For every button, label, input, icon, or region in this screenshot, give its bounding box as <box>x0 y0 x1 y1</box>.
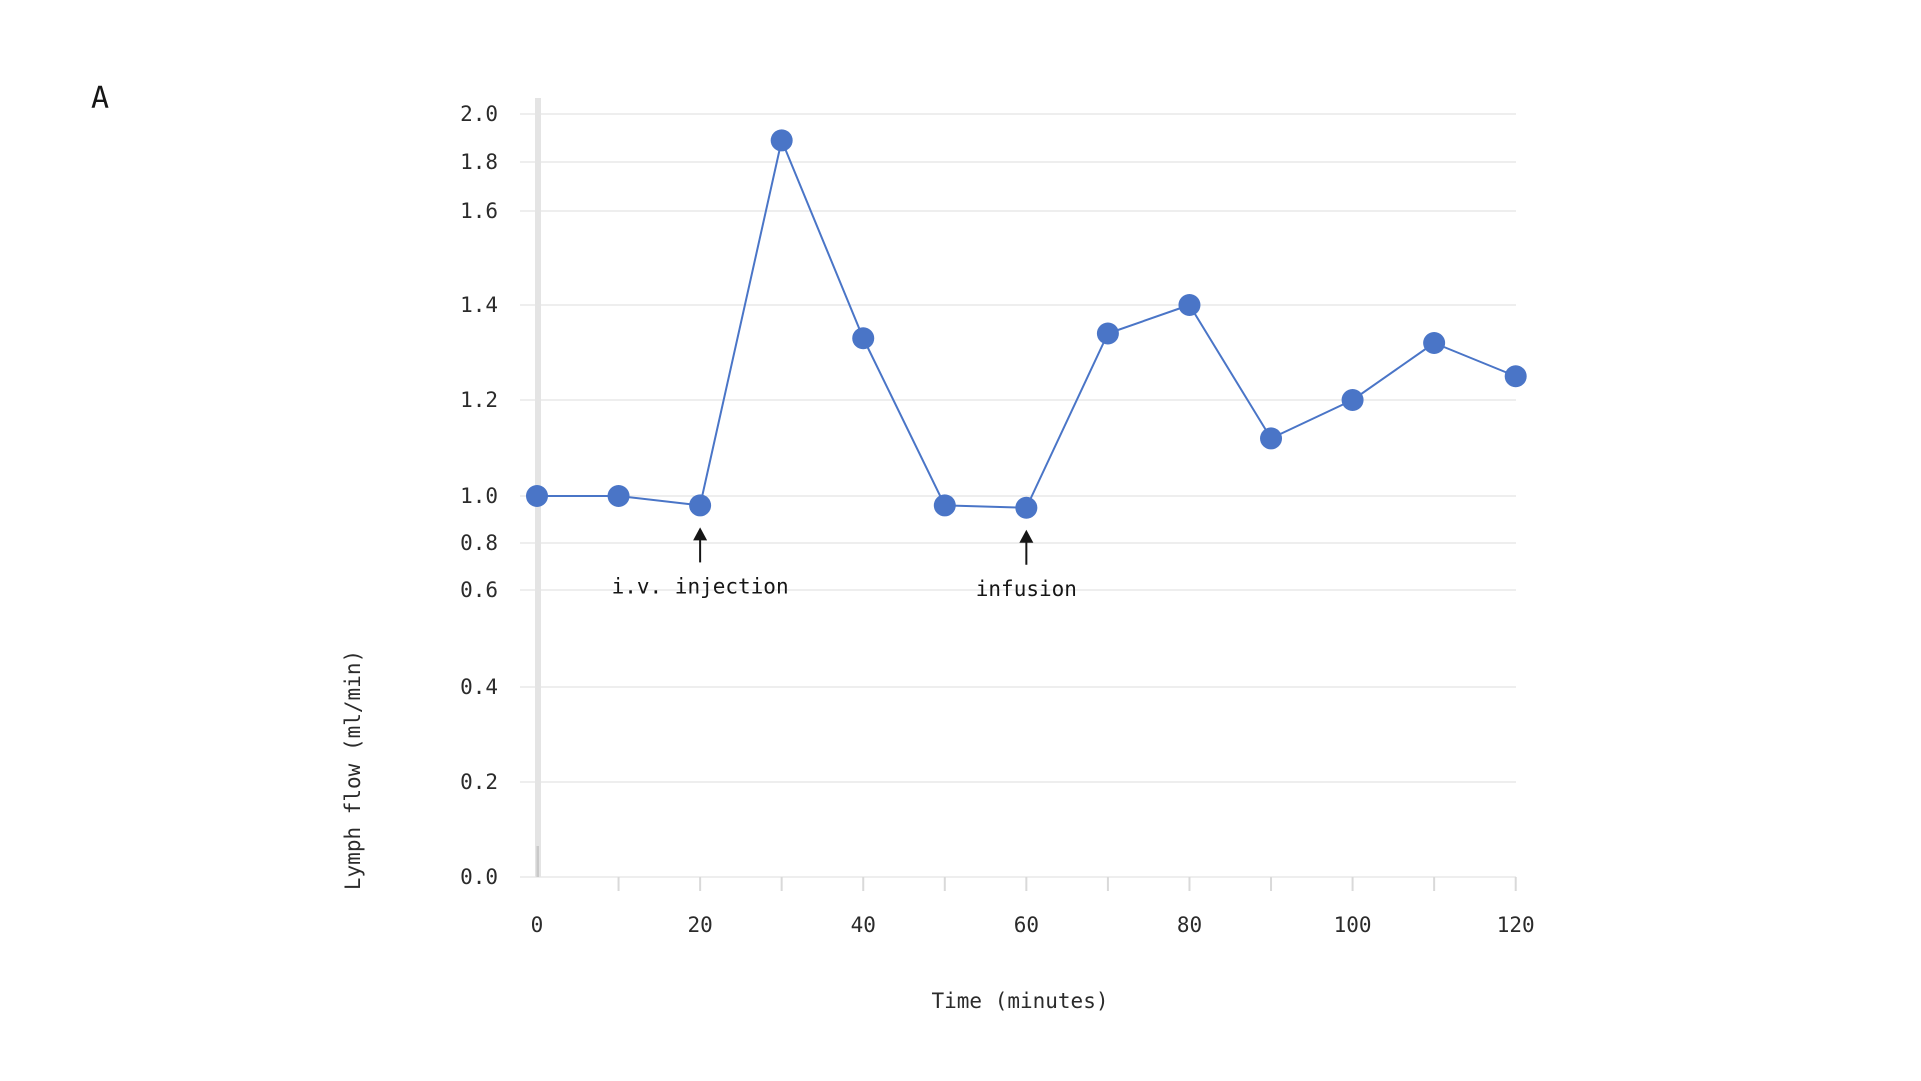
data-point <box>1341 389 1364 411</box>
series-layer <box>526 129 1527 519</box>
data-point <box>1096 322 1119 345</box>
x-tick-label: 40 <box>851 913 876 937</box>
data-point <box>607 485 630 507</box>
x-tick-label: 120 <box>1497 913 1535 937</box>
y-tick-label: 0.0 <box>460 865 498 889</box>
annotation-arrow-head <box>1019 529 1034 543</box>
data-point <box>1504 365 1527 388</box>
data-point <box>1260 427 1283 450</box>
y-tick-label: 1.8 <box>460 150 498 174</box>
data-point <box>1015 496 1038 519</box>
data-point <box>770 129 793 152</box>
y-tick-label: 1.0 <box>460 484 498 508</box>
tick-label-layer: 0.0 0.2 0.4 0.6 0.8 1.0 1.2 1.4 1.6 1.8 2.0 0 20 40 60… <box>460 102 1535 937</box>
x-axis-title: Time (minutes) <box>931 989 1108 1013</box>
y-tick-label: 2.0 <box>460 102 498 126</box>
series-line <box>537 139 1517 509</box>
data-point <box>933 494 956 517</box>
data-point <box>1178 294 1201 316</box>
data-point <box>526 485 548 507</box>
data-point <box>852 327 875 350</box>
y-axis-title: Lymph flow (ml/min) <box>341 650 365 890</box>
y-tick-label: 1.6 <box>460 199 498 223</box>
y-tick-label: 1.2 <box>460 388 498 412</box>
data-point <box>689 494 712 517</box>
grid-layer <box>520 113 1516 878</box>
annotation-label: i.v. injection <box>612 574 789 598</box>
y-tick-label: 0.8 <box>460 531 498 555</box>
x-tick-label: 100 <box>1334 913 1372 937</box>
axis-layer <box>535 98 1517 891</box>
y-tick-label: 1.4 <box>460 293 498 317</box>
annotation-layer: i.v. injection infusion <box>612 527 1077 601</box>
x-tick-label: 60 <box>1014 913 1039 937</box>
y-tick-label: 0.6 <box>460 578 498 602</box>
data-point <box>1423 332 1446 354</box>
annotation-label: infusion <box>976 577 1077 601</box>
panel-label: A <box>91 81 109 116</box>
y-tick-label: 0.4 <box>460 675 498 699</box>
y-axis-tick-zero <box>536 846 539 877</box>
x-tick-label: 80 <box>1177 913 1202 937</box>
annotation-arrow-head <box>693 527 708 541</box>
y-tick-label: 0.2 <box>460 770 498 794</box>
x-tick-label: 0 <box>531 913 544 937</box>
x-tick-label: 20 <box>687 913 712 937</box>
